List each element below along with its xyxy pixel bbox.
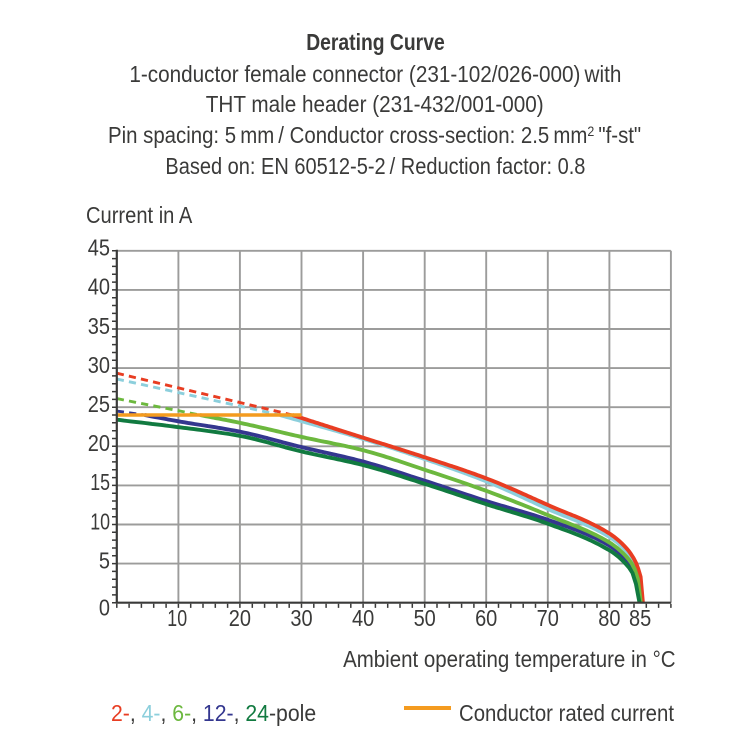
svg-text:10: 10	[167, 605, 187, 631]
svg-text:5: 5	[99, 547, 110, 573]
svg-text:40: 40	[352, 605, 374, 631]
svg-text:85: 85	[629, 605, 651, 631]
svg-text:10: 10	[90, 508, 110, 534]
svg-text:35: 35	[88, 313, 110, 339]
svg-text:80: 80	[598, 605, 620, 631]
svg-text:40: 40	[88, 274, 110, 300]
svg-text:45: 45	[88, 235, 110, 261]
svg-text:20: 20	[229, 605, 251, 631]
svg-text:15: 15	[90, 469, 110, 495]
svg-text:70: 70	[537, 605, 559, 631]
svg-text:0: 0	[99, 595, 110, 621]
svg-text:25: 25	[88, 391, 110, 417]
svg-text:30: 30	[88, 352, 110, 378]
svg-text:20: 20	[88, 430, 110, 456]
svg-text:60: 60	[475, 605, 497, 631]
svg-text:50: 50	[414, 605, 436, 631]
svg-text:30: 30	[290, 605, 312, 631]
